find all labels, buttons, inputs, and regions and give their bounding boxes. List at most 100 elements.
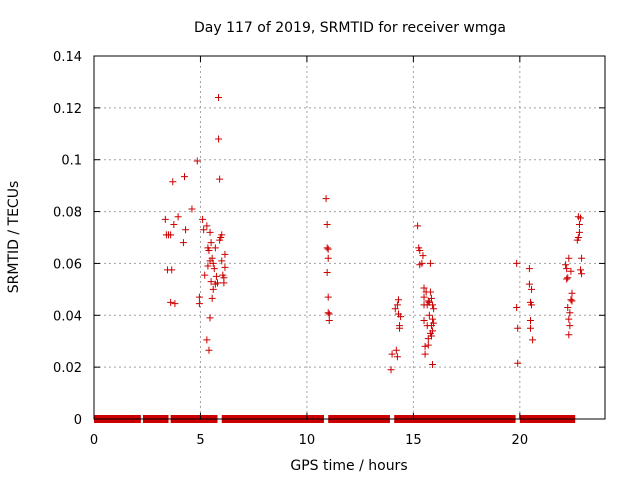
data-point-marker [391, 305, 399, 313]
data-point-marker [429, 315, 437, 323]
data-point-marker [205, 246, 213, 254]
data-point-marker [180, 173, 188, 181]
data-point-marker [421, 350, 429, 358]
data-point-marker [396, 322, 404, 330]
data-points [161, 93, 586, 374]
data-point-marker [325, 316, 333, 324]
data-point-marker [565, 315, 573, 323]
data-point-marker [566, 322, 574, 330]
data-point-marker [324, 254, 332, 262]
data-point-marker [568, 297, 576, 305]
data-point-marker [213, 279, 221, 287]
data-point-marker [392, 346, 400, 354]
data-point-marker [562, 261, 570, 269]
x-tick-label: 10 [299, 433, 316, 448]
data-point-marker [397, 313, 405, 321]
y-tick-label: 0 [74, 413, 82, 428]
data-point-marker [212, 272, 220, 280]
data-point-marker [324, 245, 332, 253]
data-point-marker [324, 309, 332, 317]
data-point-marker [574, 234, 582, 241]
data-point-marker [528, 301, 536, 309]
y-tick-label: 0.12 [53, 102, 82, 117]
data-point-marker [200, 226, 208, 234]
y-tick-label: 0.14 [53, 50, 82, 65]
data-point-marker [427, 294, 435, 302]
data-point-marker [420, 293, 428, 301]
data-point-marker [426, 288, 434, 296]
data-point-marker [429, 301, 437, 309]
data-point-marker [161, 215, 169, 223]
data-point-marker [430, 305, 438, 313]
data-point-marker [206, 228, 214, 236]
data-point-marker [514, 359, 522, 367]
y-tick-label: 0.02 [53, 361, 82, 376]
data-point-marker [170, 221, 178, 229]
y-tick-label: 0.04 [53, 309, 82, 324]
data-point-marker [426, 259, 434, 267]
y-tick-label: 0.08 [53, 206, 82, 221]
data-point-marker [218, 257, 226, 265]
data-point-marker [168, 266, 176, 274]
x-tick-label: 15 [405, 433, 422, 448]
data-point-marker [195, 300, 203, 308]
data-point-marker [416, 246, 424, 254]
x-tick-label: 20 [512, 433, 529, 448]
y-axis-label: SRMTID / TECUs [6, 181, 22, 294]
data-point-marker [323, 269, 331, 277]
data-point-marker [323, 244, 331, 252]
data-point-marker [218, 231, 226, 239]
data-point-marker [208, 294, 216, 302]
data-point-marker [420, 284, 428, 292]
data-point-marker [207, 239, 215, 247]
data-point-marker [203, 336, 211, 344]
data-point-marker [211, 244, 219, 252]
data-point-marker [325, 310, 333, 318]
data-point-marker [182, 226, 190, 234]
data-point-marker [323, 221, 331, 229]
data-point-marker [387, 366, 395, 374]
data-point-marker [210, 265, 218, 273]
data-point-marker [195, 293, 203, 301]
data-point-marker [526, 324, 534, 332]
y-axis: 0 0.02 0.04 0.06 0.08 0.1 0.12 0.14 [53, 50, 605, 428]
data-point-marker [577, 266, 585, 274]
data-point-marker [388, 350, 396, 358]
data-point-marker [578, 270, 586, 278]
data-point-marker [324, 293, 332, 301]
data-point-marker [206, 314, 214, 322]
data-point-marker [425, 311, 433, 319]
data-point-marker [220, 274, 228, 282]
data-point-marker [393, 301, 401, 309]
data-point-marker [201, 271, 209, 279]
data-point-marker [205, 346, 213, 354]
data-point-marker [215, 135, 223, 143]
data-point-marker [567, 296, 575, 304]
data-point-marker [209, 259, 217, 267]
data-point-marker [429, 327, 437, 335]
data-point-marker [419, 252, 427, 260]
x-tick-label: 5 [196, 433, 204, 448]
data-point-marker [394, 296, 402, 304]
data-point-marker [420, 316, 428, 324]
data-point-marker [513, 304, 521, 312]
data-point-marker [565, 331, 573, 339]
data-point-marker [513, 259, 521, 267]
data-point-marker [204, 262, 212, 270]
plot-frame [93, 55, 606, 420]
data-point-marker [564, 304, 572, 312]
data-point-marker [167, 231, 175, 239]
data-point-marker [575, 221, 583, 229]
data-point-marker [529, 336, 537, 344]
data-point-marker [208, 254, 216, 262]
data-point-marker [216, 175, 224, 183]
y-tick-label: 0.06 [53, 257, 82, 272]
data-point-marker [563, 265, 571, 273]
data-point-marker [174, 213, 182, 221]
data-point-marker [525, 265, 533, 273]
data-point-marker [207, 278, 215, 286]
data-point-marker [188, 205, 196, 213]
data-point-marker [528, 285, 536, 293]
data-point-marker [427, 332, 435, 340]
